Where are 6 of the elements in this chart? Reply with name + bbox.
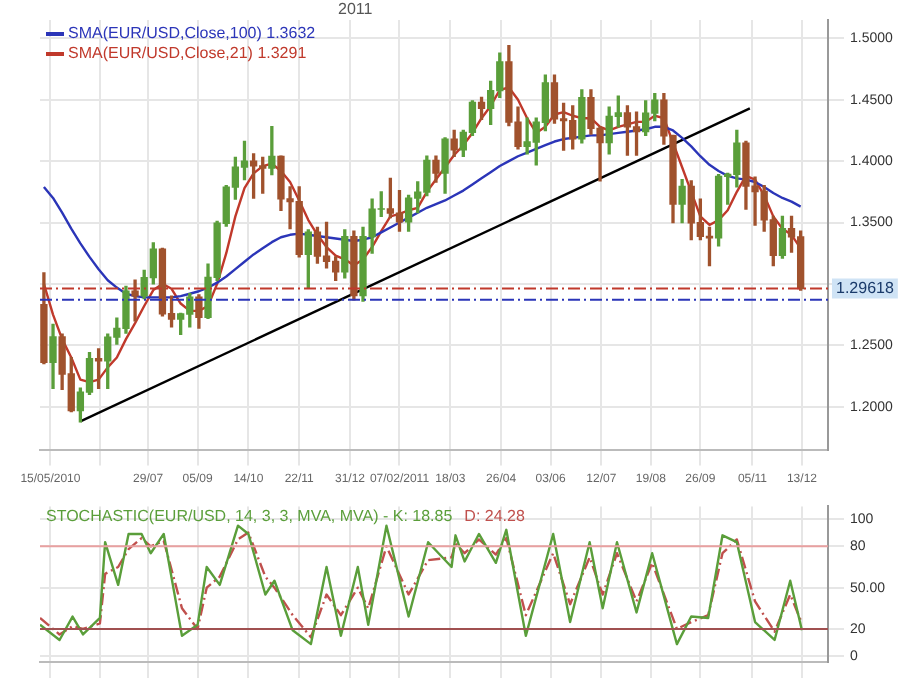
series-label: D: 24.28 — [464, 506, 526, 525]
series-label: STOCHASTIC(EUR/USD, 14, 3, 3, MVA, MVA) - K: 18.85 — [46, 506, 454, 525]
legend-label: SMA(EUR/USD,Close,100) 1.3632 — [68, 24, 317, 43]
text: 2011 — [338, 0, 374, 19]
legend-label: SMA(EUR/USD,Close,21) 1.3291 — [68, 44, 308, 63]
ref-line-label: 1.29618 — [836, 278, 895, 297]
